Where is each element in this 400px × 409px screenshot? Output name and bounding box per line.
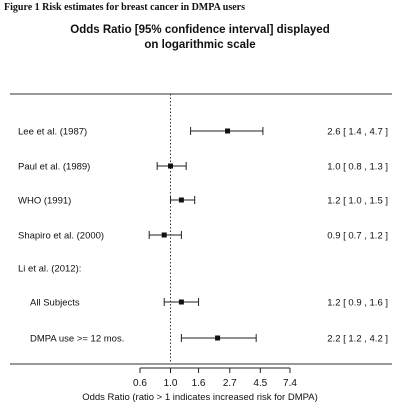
study-label: Lee et al. (1987) (18, 127, 87, 138)
ci-value-label: 1.0 [ 0.8 , 1.3 ] (327, 162, 388, 173)
point-estimate (167, 163, 173, 169)
chart-title-line-1: Odds Ratio [95% confidence interval] dis… (70, 24, 330, 36)
study-label: Shapiro et al. (2000) (18, 231, 104, 242)
point-estimate (178, 197, 184, 203)
x-tick-label: 2.7 (223, 378, 237, 389)
study-label: DMPA use >= 12 mos. (30, 334, 124, 345)
point-estimate (178, 299, 184, 305)
ci-value-label: 2.6 [ 1.4 , 4.7 ] (327, 127, 388, 138)
study-label: Paul et al. (1989) (18, 162, 90, 173)
study-label: WHO (1991) (18, 196, 71, 207)
study-label: Li et al. (2012): (18, 264, 81, 275)
ci-value-label: 0.9 [ 0.7 , 1.2 ] (327, 231, 388, 242)
ci-value-label: 2.2 [ 1.2 , 4.2 ] (327, 334, 388, 345)
point-estimate (225, 128, 231, 134)
x-axis-label: Odds Ratio (ratio > 1 indicates increase… (82, 392, 318, 403)
study-label: All Subjects (30, 298, 80, 309)
x-tick-label: 7.4 (283, 378, 297, 389)
x-tick-label: 1.6 (192, 378, 206, 389)
ci-value-label: 1.2 [ 0.9 , 1.6 ] (327, 298, 388, 309)
ci-value-label: 1.2 [ 1.0 , 1.5 ] (327, 196, 388, 207)
x-tick-label: 4.5 (253, 378, 267, 389)
x-tick-label: 0.6 (133, 378, 147, 389)
point-estimate (215, 335, 221, 341)
x-tick-label: 1.0 (164, 378, 178, 389)
chart-title-line-2: on logarithmic scale (144, 39, 256, 51)
figure-caption: Figure 1 Risk estimates for breast cance… (4, 2, 245, 13)
point-estimate (161, 232, 167, 238)
